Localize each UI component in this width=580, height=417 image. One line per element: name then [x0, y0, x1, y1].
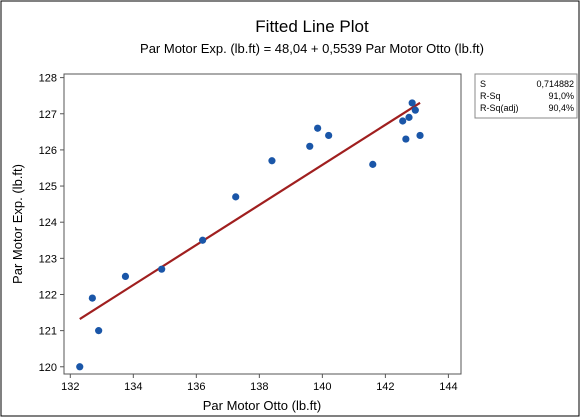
y-tick-label: 126	[39, 145, 57, 157]
data-point	[199, 236, 207, 244]
x-tick-label: 142	[376, 381, 394, 393]
data-point	[121, 272, 130, 281]
data-point	[399, 117, 407, 125]
stat-value: 0,714882	[536, 79, 574, 89]
x-axis-ticks: 132 134 136 138 140 142 144	[61, 374, 458, 393]
data-point	[402, 135, 410, 143]
data-point	[268, 157, 276, 165]
data-point	[405, 113, 413, 121]
data-point	[325, 131, 333, 140]
x-tick-label: 132	[61, 381, 79, 393]
y-tick-label: 123	[39, 253, 57, 265]
fit-line	[79, 101, 421, 320]
y-axis-label: Par Motor Exp. (lb.ft)	[10, 164, 25, 284]
x-tick-label: 140	[313, 381, 331, 393]
x-tick-label: 144	[439, 381, 457, 393]
y-tick-label: 125	[39, 181, 57, 193]
y-tick-label: 128	[39, 73, 57, 85]
y-tick-label: 124	[39, 217, 57, 229]
y-axis-ticks: 120 121 122 123 124 125 126 127 128	[39, 73, 64, 374]
y-tick-label: 127	[39, 109, 57, 121]
data-points	[76, 99, 424, 371]
data-point	[158, 265, 166, 273]
x-tick-label: 136	[187, 381, 205, 393]
data-point	[369, 160, 377, 168]
data-point	[232, 193, 240, 201]
stat-label: R-Sq(adj)	[480, 103, 519, 113]
data-point	[314, 124, 322, 132]
data-point	[306, 142, 314, 150]
stat-value: 90,4%	[548, 103, 574, 113]
x-axis-label: Par Motor Otto (lb.ft)	[203, 398, 321, 413]
y-tick-label: 120	[39, 362, 57, 374]
fit-line-group	[79, 101, 421, 320]
chart-title: Fitted Line Plot	[255, 17, 369, 36]
chart-subtitle: Par Motor Exp. (lb.ft) = 48,04 + 0,5539 …	[140, 41, 484, 56]
plot-area	[63, 73, 462, 375]
stat-value: 91,0%	[548, 91, 574, 101]
data-point	[95, 327, 103, 335]
data-point	[416, 131, 424, 140]
stat-label: R-Sq	[480, 91, 501, 101]
data-point	[411, 106, 419, 114]
y-tick-label: 121	[39, 326, 57, 338]
data-point	[76, 363, 84, 371]
stat-label: S	[480, 79, 486, 89]
data-point	[408, 99, 416, 107]
x-tick-label: 134	[124, 381, 142, 393]
y-tick-label: 122	[39, 289, 57, 301]
data-point	[88, 294, 96, 302]
x-tick-label: 138	[250, 381, 268, 393]
stats-table: S 0,714882 R-Sq 91,0% R-Sq(adj) 90,4%	[480, 79, 574, 113]
stats-box	[474, 73, 578, 119]
